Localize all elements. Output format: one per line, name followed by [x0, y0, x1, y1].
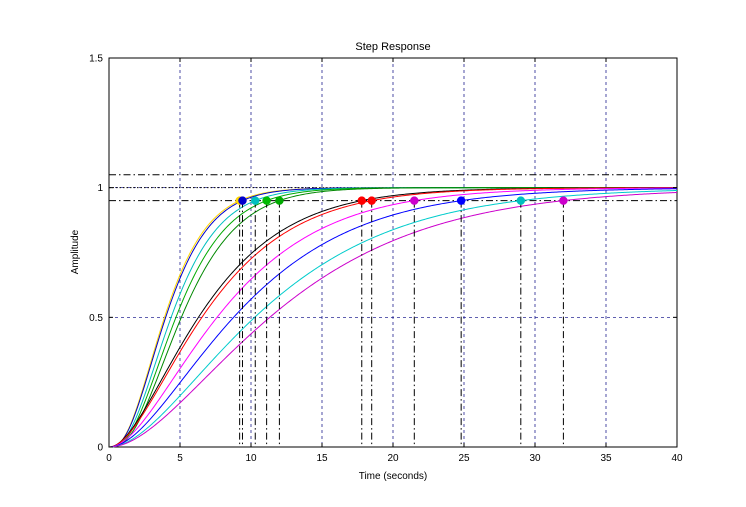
x-tick-label: 20 [387, 453, 399, 464]
x-tick-label: 0 [106, 453, 112, 464]
settling-time-marker [456, 196, 466, 205]
chart-title: Step Response [355, 41, 430, 53]
y-tick-label: 0 [97, 443, 103, 454]
settling-time-marker [251, 196, 260, 205]
settling-time-marker [275, 196, 284, 205]
y-tick-label: 1 [97, 183, 103, 194]
settling-time-marker [559, 196, 568, 205]
series-line [108, 191, 678, 448]
y-axis-label: Amplitude [70, 229, 81, 274]
settling-time-marker [357, 196, 367, 205]
y-tick-label: 1.5 [89, 54, 103, 65]
x-tick-label: 35 [600, 453, 612, 464]
series-line [108, 189, 678, 448]
series-line [108, 188, 678, 448]
settling-time-marker [262, 196, 271, 205]
settling-time-marker [367, 196, 376, 205]
x-tick-label: 10 [245, 453, 257, 464]
x-axis-label: Time (seconds) [359, 471, 428, 482]
x-tick-label: 30 [529, 453, 541, 464]
y-tick-label: 0.5 [89, 313, 103, 324]
settling-time-marker [410, 196, 419, 205]
settling-time-marker [238, 196, 247, 205]
axis-ticks: 0 5 10 15 20 25 30 35 40 0 0.5 1 1.5 [89, 54, 683, 465]
series-line [108, 187, 677, 448]
x-tick-label: 15 [316, 453, 328, 464]
settling-markers [235, 196, 568, 205]
series-line [108, 187, 678, 448]
x-tick-label: 40 [671, 453, 683, 464]
x-tick-label: 5 [177, 453, 183, 464]
series-layer [108, 187, 678, 448]
x-tick-label: 25 [458, 453, 470, 464]
settling-time-marker [516, 196, 526, 205]
settling-drop-lines [239, 200, 564, 447]
